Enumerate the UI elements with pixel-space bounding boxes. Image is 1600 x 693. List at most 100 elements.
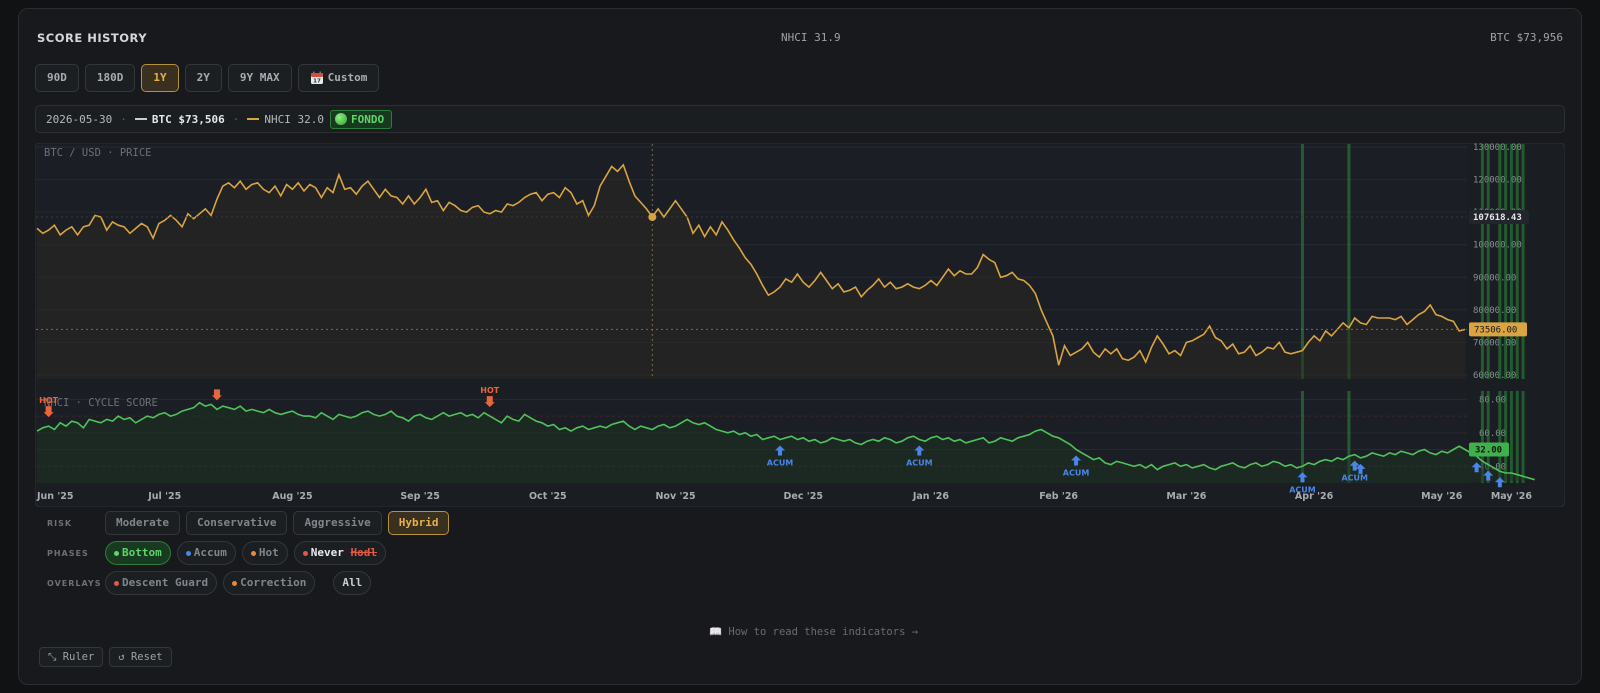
last-score-tag [1469, 442, 1509, 457]
cursor-dot [648, 213, 657, 222]
price-tick-label: 70000.00 [1473, 338, 1516, 348]
phase-label: FONDO [350, 112, 385, 126]
how-to-read-link[interactable]: 📖 How to read these indicators → [709, 626, 919, 638]
risk-moderate-button[interactable]: Moderate [105, 511, 180, 535]
phase-never-hodl-toggle[interactable]: Never Hodl [293, 541, 386, 565]
phase-bottom-toggle[interactable]: Bottom [105, 541, 171, 565]
btc-legend-swatch [134, 118, 147, 120]
accum-arrow-icon [1355, 463, 1366, 474]
phase-hot-toggle[interactable]: Hot [241, 541, 288, 565]
score-area [37, 402, 1535, 483]
bottom-band [1509, 391, 1513, 483]
info-separator: · [120, 112, 127, 126]
green-circle-icon [334, 113, 347, 125]
hot-arrow-icon [211, 389, 222, 401]
cursor-price-label: 107618.43 [1473, 213, 1522, 223]
price-tick-label: 130000.00 [1473, 143, 1522, 153]
range-selector: 90D 180D 1Y 2Y 9Y MAX 17 Custom [35, 64, 380, 92]
bottom-band [1300, 144, 1304, 379]
x-tick-label: May '26 [1421, 491, 1463, 502]
accum-arrow-icon [914, 445, 925, 456]
accum-label: ACUM [1289, 485, 1316, 494]
x-tick-label: Jan '26 [912, 491, 950, 502]
price-tick-label: 60000.00 [1473, 371, 1516, 381]
last-price-label: 73506.00 [1474, 325, 1517, 335]
x-tick-label: Dec '25 [784, 491, 823, 502]
chart-tools: ⤡ Ruler ↺ Reset [39, 647, 172, 667]
nhci-legend-swatch [247, 118, 260, 120]
range-2y-button[interactable]: 2Y [184, 64, 222, 92]
last-price-tag [1469, 322, 1527, 337]
reset-button[interactable]: ↺ Reset [109, 647, 172, 667]
range-1y-button[interactable]: 1Y [141, 64, 179, 92]
hover-infobar: 2026-05-30 · BTC $73,506 · NHCI 32.0 FON… [35, 105, 1565, 133]
ruler-button[interactable]: ⤡ Ruler [39, 647, 104, 667]
accum-arrow-icon [1349, 460, 1360, 471]
accum-arrow-icon [1297, 472, 1308, 483]
cursor-price-tag [1469, 210, 1529, 225]
range-90d-button[interactable]: 90D [35, 64, 79, 92]
bottom-band [1515, 144, 1519, 379]
bottom-band [1504, 391, 1508, 483]
x-tick-label: Aug '25 [272, 491, 312, 502]
bottom-band [1486, 144, 1490, 379]
risk-conservative-button[interactable]: Conservative [185, 511, 288, 535]
info-btc: BTC $73,506 [151, 112, 225, 126]
x-tick-label: Apr '26 [1295, 491, 1334, 502]
bottom-band [1347, 391, 1351, 483]
hot-label: HOT [480, 386, 499, 395]
phases-row: PHASES Bottom Accum Hot Never Hodl [47, 541, 386, 565]
bottom-band [1486, 391, 1490, 483]
risk-label: RISK [47, 518, 73, 528]
score-pane-title: NHCI · CYCLE SCORE [44, 397, 158, 409]
x-tick-label: Mar '26 [1166, 491, 1206, 502]
hot-arrow-icon [43, 406, 54, 418]
overlay-descent-guard-toggle[interactable]: Descent Guard [105, 571, 218, 595]
bottom-band [1480, 144, 1484, 379]
bottom-band [1347, 144, 1351, 379]
phase-accum-toggle[interactable]: Accum [176, 541, 236, 565]
bottom-band [1498, 144, 1502, 379]
bottom-band [1300, 391, 1304, 483]
x-tick-label: Oct '25 [529, 491, 567, 502]
price-tick-label: 90000.00 [1473, 273, 1516, 283]
risk-hybrid-button[interactable]: Hybrid [387, 511, 450, 535]
price-tick-label: 120000.00 [1473, 176, 1522, 186]
range-180d-button[interactable]: 180D [84, 64, 136, 92]
bottom-band [1521, 144, 1525, 379]
x-tick-label: Jun '25 [36, 491, 74, 502]
accum-arrow-icon [775, 445, 786, 456]
price-line [36, 163, 1466, 366]
accum-label: ACUM [906, 459, 933, 468]
score-tick-label: 60.00 [1479, 429, 1506, 439]
info-nhci: NHCI 32.0 [264, 112, 324, 126]
accum-arrow-icon [1471, 462, 1482, 473]
hot-arrow-icon [484, 396, 495, 408]
price-pane-title: BTC / USD · PRICE [44, 147, 151, 159]
range-custom-button[interactable]: 17 Custom [297, 64, 380, 92]
accum-label: ACUM [1063, 469, 1090, 478]
accum-label: ACUM [1341, 474, 1368, 483]
calendar-icon: 17 [310, 71, 323, 85]
overlays-row: OVERLAYS Descent Guard Correction All [47, 571, 372, 595]
overlay-all-toggle[interactable]: All [333, 571, 372, 595]
x-tick-label: Nov '25 [655, 491, 695, 502]
score-line [36, 401, 1535, 481]
x-tick-label: Jul '25 [147, 491, 181, 502]
range-9y-max-button[interactable]: 9Y MAX [227, 64, 292, 92]
bottom-band [1480, 391, 1484, 483]
overlay-correction-toggle[interactable]: Correction [223, 571, 316, 595]
btc-readout: BTC $73,956 [1490, 31, 1563, 44]
price-area [37, 164, 1465, 379]
info-separator: · [232, 112, 240, 126]
risk-aggressive-button[interactable]: Aggressive [293, 511, 382, 535]
nhci-readout: NHCI 31.9 [781, 31, 841, 44]
bottom-band [1509, 144, 1513, 379]
score-history-chart[interactable]: 130000.00120000.00110000.00100000.009000… [35, 143, 1565, 507]
bottom-band [1521, 391, 1525, 483]
x-tick-label: Sep '25 [400, 491, 440, 502]
accum-arrow-icon [1071, 455, 1082, 466]
score-history-panel: SCORE HISTORY NHCI 31.9 BTC $73,956 90D … [18, 8, 1582, 685]
phases-label: PHASES [47, 548, 89, 558]
accum-arrow-icon [1483, 470, 1494, 481]
